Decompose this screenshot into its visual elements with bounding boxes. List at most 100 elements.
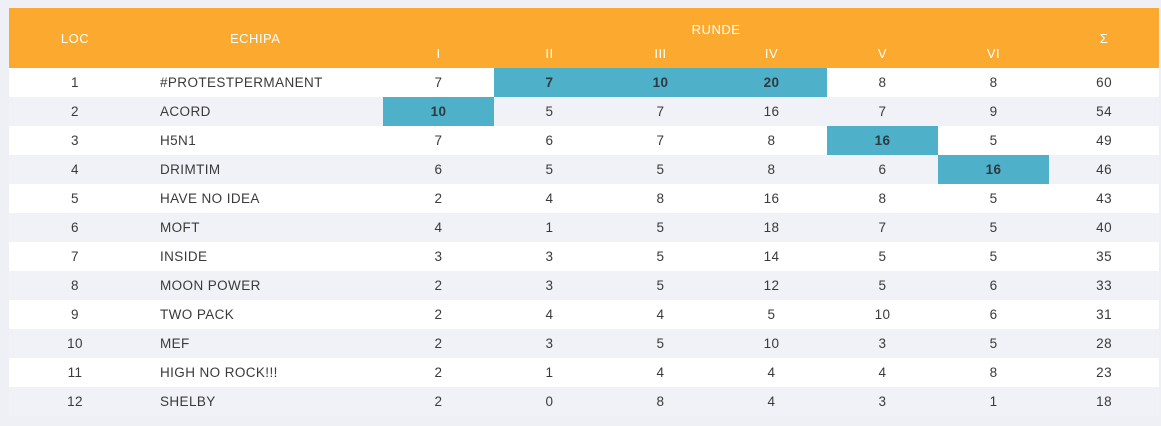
round-3-score-cell: 5 (605, 213, 716, 242)
round-5-score-cell: 5 (827, 242, 938, 271)
round-1-score-cell: 6 (383, 155, 494, 184)
total-score-cell: 31 (1049, 300, 1160, 329)
round-1-score-cell: 2 (383, 271, 494, 300)
column-group-header-rounds: RUNDE (383, 8, 1050, 39)
team-name-cell: HIGH NO ROCK!!! (141, 358, 383, 387)
round-4-score-cell: 8 (716, 155, 827, 184)
round-1-score-cell: 10 (383, 97, 494, 126)
round-2-score-cell: 7 (494, 68, 605, 97)
standings-table: LOC ECHIPA RUNDE Σ I II III IV V VI 1 #PR… (9, 8, 1160, 416)
total-score-cell: 23 (1049, 358, 1160, 387)
rank-cell: 8 (9, 271, 141, 300)
team-name-cell: MEF (141, 329, 383, 358)
round-5-score-cell: 4 (827, 358, 938, 387)
round-3-score-cell: 4 (605, 300, 716, 329)
table-row: 1 #PROTESTPERMANENT 7 7 10 20 8 8 60 (9, 68, 1160, 97)
table-row: 12 SHELBY 2 0 8 4 3 1 18 (9, 387, 1160, 416)
total-score-cell: 49 (1049, 126, 1160, 155)
table-row: 5 HAVE NO IDEA 2 4 8 16 8 5 43 (9, 184, 1160, 213)
round-2-score-cell: 0 (494, 387, 605, 416)
table-row: 4 DRIMTIM 6 5 5 8 6 16 46 (9, 155, 1160, 184)
column-header-round-4[interactable]: IV (716, 39, 827, 68)
table-row: 11 HIGH NO ROCK!!! 2 1 4 4 4 8 23 (9, 358, 1160, 387)
rank-cell: 7 (9, 242, 141, 271)
team-name-cell: SHELBY (141, 387, 383, 416)
round-4-score-cell: 5 (716, 300, 827, 329)
total-score-cell: 60 (1049, 68, 1160, 97)
round-3-score-cell: 5 (605, 329, 716, 358)
round-3-score-cell: 7 (605, 97, 716, 126)
total-score-cell: 33 (1049, 271, 1160, 300)
round-3-score-cell: 8 (605, 387, 716, 416)
round-3-score-cell: 5 (605, 271, 716, 300)
round-1-score-cell: 4 (383, 213, 494, 242)
rank-cell: 12 (9, 387, 141, 416)
round-4-score-cell: 4 (716, 387, 827, 416)
round-3-score-cell: 8 (605, 184, 716, 213)
round-2-score-cell: 1 (494, 358, 605, 387)
round-6-score-cell: 6 (938, 300, 1050, 329)
team-name-cell: #PROTESTPERMANENT (141, 68, 383, 97)
round-6-score-cell: 9 (938, 97, 1050, 126)
column-header-round-3[interactable]: III (605, 39, 716, 68)
table-row: 2 ACORD 10 5 7 16 7 9 54 (9, 97, 1160, 126)
team-name-cell: MOON POWER (141, 271, 383, 300)
round-5-score-cell: 7 (827, 97, 938, 126)
round-5-score-cell: 6 (827, 155, 938, 184)
round-5-score-cell: 16 (827, 126, 938, 155)
round-6-score-cell: 5 (938, 184, 1050, 213)
round-6-score-cell: 5 (938, 126, 1050, 155)
standings-table-container: LOC ECHIPA RUNDE Σ I II III IV V VI 1 #PR… (9, 8, 1160, 416)
rank-cell: 4 (9, 155, 141, 184)
team-name-cell: MOFT (141, 213, 383, 242)
round-1-score-cell: 7 (383, 68, 494, 97)
total-score-cell: 18 (1049, 387, 1160, 416)
round-3-score-cell: 10 (605, 68, 716, 97)
round-4-score-cell: 8 (716, 126, 827, 155)
team-name-cell: H5N1 (141, 126, 383, 155)
round-4-score-cell: 4 (716, 358, 827, 387)
column-header-round-5[interactable]: V (827, 39, 938, 68)
rank-cell: 10 (9, 329, 141, 358)
round-1-score-cell: 2 (383, 300, 494, 329)
table-row: 7 INSIDE 3 3 5 14 5 5 35 (9, 242, 1160, 271)
round-2-score-cell: 4 (494, 184, 605, 213)
rank-cell: 9 (9, 300, 141, 329)
team-name-cell: DRIMTIM (141, 155, 383, 184)
rank-cell: 1 (9, 68, 141, 97)
round-6-score-cell: 8 (938, 358, 1050, 387)
total-score-cell: 40 (1049, 213, 1160, 242)
round-4-score-cell: 18 (716, 213, 827, 242)
round-2-score-cell: 3 (494, 329, 605, 358)
rank-cell: 11 (9, 358, 141, 387)
total-score-cell: 43 (1049, 184, 1160, 213)
round-3-score-cell: 5 (605, 242, 716, 271)
round-6-score-cell: 5 (938, 213, 1050, 242)
rank-cell: 6 (9, 213, 141, 242)
column-header-round-2[interactable]: II (494, 39, 605, 68)
round-4-score-cell: 16 (716, 184, 827, 213)
round-2-score-cell: 4 (494, 300, 605, 329)
table-row: 9 TWO PACK 2 4 4 5 10 6 31 (9, 300, 1160, 329)
round-3-score-cell: 5 (605, 155, 716, 184)
column-header-team[interactable]: ECHIPA (141, 8, 383, 68)
team-name-cell: TWO PACK (141, 300, 383, 329)
round-5-score-cell: 7 (827, 213, 938, 242)
round-1-score-cell: 2 (383, 329, 494, 358)
round-5-score-cell: 8 (827, 68, 938, 97)
round-3-score-cell: 4 (605, 358, 716, 387)
total-score-cell: 46 (1049, 155, 1160, 184)
round-1-score-cell: 3 (383, 242, 494, 271)
column-header-loc[interactable]: LOC (9, 8, 141, 68)
column-header-round-1[interactable]: I (383, 39, 494, 68)
round-4-score-cell: 12 (716, 271, 827, 300)
column-header-round-6[interactable]: VI (938, 39, 1050, 68)
round-2-score-cell: 5 (494, 155, 605, 184)
table-header: LOC ECHIPA RUNDE Σ I II III IV V VI (9, 8, 1160, 68)
team-name-cell: ACORD (141, 97, 383, 126)
column-header-sum[interactable]: Σ (1049, 8, 1160, 68)
round-6-score-cell: 6 (938, 271, 1050, 300)
round-2-score-cell: 5 (494, 97, 605, 126)
round-4-score-cell: 10 (716, 329, 827, 358)
round-5-score-cell: 10 (827, 300, 938, 329)
